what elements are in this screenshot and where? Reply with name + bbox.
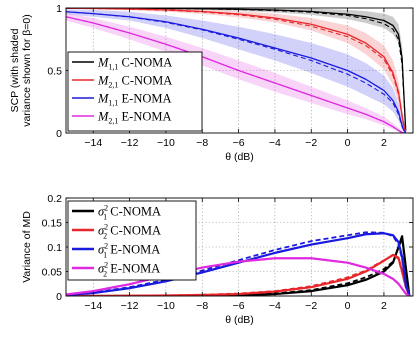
legend-entry: σ2 1 E-NOMA bbox=[98, 242, 160, 260]
y-tick-label: 0 bbox=[56, 291, 62, 303]
legend-box bbox=[67, 51, 203, 132]
x-tick-label: −2 bbox=[305, 137, 317, 149]
x-tick-label: −8 bbox=[196, 137, 208, 149]
series-group bbox=[66, 8, 407, 133]
series-dashed-4 bbox=[66, 16, 406, 133]
x-tick-label: −10 bbox=[157, 300, 175, 312]
legend-entry: M2,1 C-NOMA bbox=[97, 74, 172, 90]
x-axis-label: θ (dB) bbox=[225, 151, 254, 163]
x-tick-label: −6 bbox=[233, 137, 245, 149]
y-tick-label: 1 bbox=[56, 3, 62, 15]
chart-1: −14 −12 −10 −8 −6 −4 −2 0 2 0 0.5 1 θ (dB) SCP (with … bbox=[9, 3, 414, 163]
y-axis-label: Variance of MD bbox=[21, 211, 33, 283]
x-tick-label: 0 bbox=[345, 137, 351, 149]
variance-band-4 bbox=[66, 13, 406, 133]
y-tick-label: 0.2 bbox=[47, 193, 62, 205]
x-tick-label: −4 bbox=[269, 300, 281, 312]
y-axis-label-line: SCP (with shaded bbox=[9, 28, 21, 112]
legend-entry: M2,1 E-NOMA bbox=[97, 110, 172, 126]
chart-2: −14 −12 −10 −8 −6 −4 −2 0 2 0 0.05 0.1 0.15 0.2 θ (dB)… bbox=[21, 193, 414, 326]
y-axis-label-line: variance shown for β=0) bbox=[21, 14, 33, 127]
legend-entry: M1,1 C-NOMA bbox=[97, 56, 172, 72]
x-tick-label: −10 bbox=[157, 137, 175, 149]
x-tick-label: 2 bbox=[381, 300, 387, 312]
variance-band-3 bbox=[66, 9, 406, 133]
series-dashed-3 bbox=[66, 11, 407, 133]
legend-entry: M1,1 E-NOMA bbox=[97, 92, 172, 108]
y-tick-label: 0.5 bbox=[47, 66, 62, 78]
series-dashed-1 bbox=[66, 237, 411, 296]
series-dashed-2 bbox=[66, 8, 407, 132]
x-axis-label: θ (dB) bbox=[225, 314, 254, 326]
series-line-3 bbox=[66, 232, 411, 296]
x-tick-label: −8 bbox=[196, 300, 208, 312]
legend-entry: σ2 2 C-NOMA bbox=[98, 223, 161, 241]
y-tick-label: 0.15 bbox=[42, 218, 63, 230]
y-tick-label: 0.1 bbox=[47, 242, 62, 254]
x-tick-label: −6 bbox=[233, 300, 245, 312]
legend-entry: σ2 2 E-NOMA bbox=[98, 261, 160, 279]
x-tick-label: −14 bbox=[84, 137, 102, 149]
series-dashed-3 bbox=[66, 231, 411, 296]
y-tick-label: 0.05 bbox=[42, 267, 63, 279]
x-tick-label: −12 bbox=[121, 300, 139, 312]
y-tick-label: 0 bbox=[56, 128, 62, 140]
legend: M1,1 C-NOMA M2,1 C-NOMA M1,1 E-NOMA M2,1 E-… bbox=[67, 51, 203, 132]
y-axis-label: SCP (with shadedvariance shown for β=0) bbox=[9, 14, 33, 127]
x-tick-label: −12 bbox=[121, 137, 139, 149]
x-tick-label: 0 bbox=[345, 300, 351, 312]
legend-entry: σ2 1 C-NOMA bbox=[98, 204, 161, 222]
x-tick-label: −14 bbox=[84, 300, 102, 312]
x-tick-label: 2 bbox=[381, 137, 387, 149]
x-tick-label: −2 bbox=[305, 300, 317, 312]
series-dashed-1 bbox=[66, 8, 407, 131]
x-tick-label: −4 bbox=[269, 137, 281, 149]
